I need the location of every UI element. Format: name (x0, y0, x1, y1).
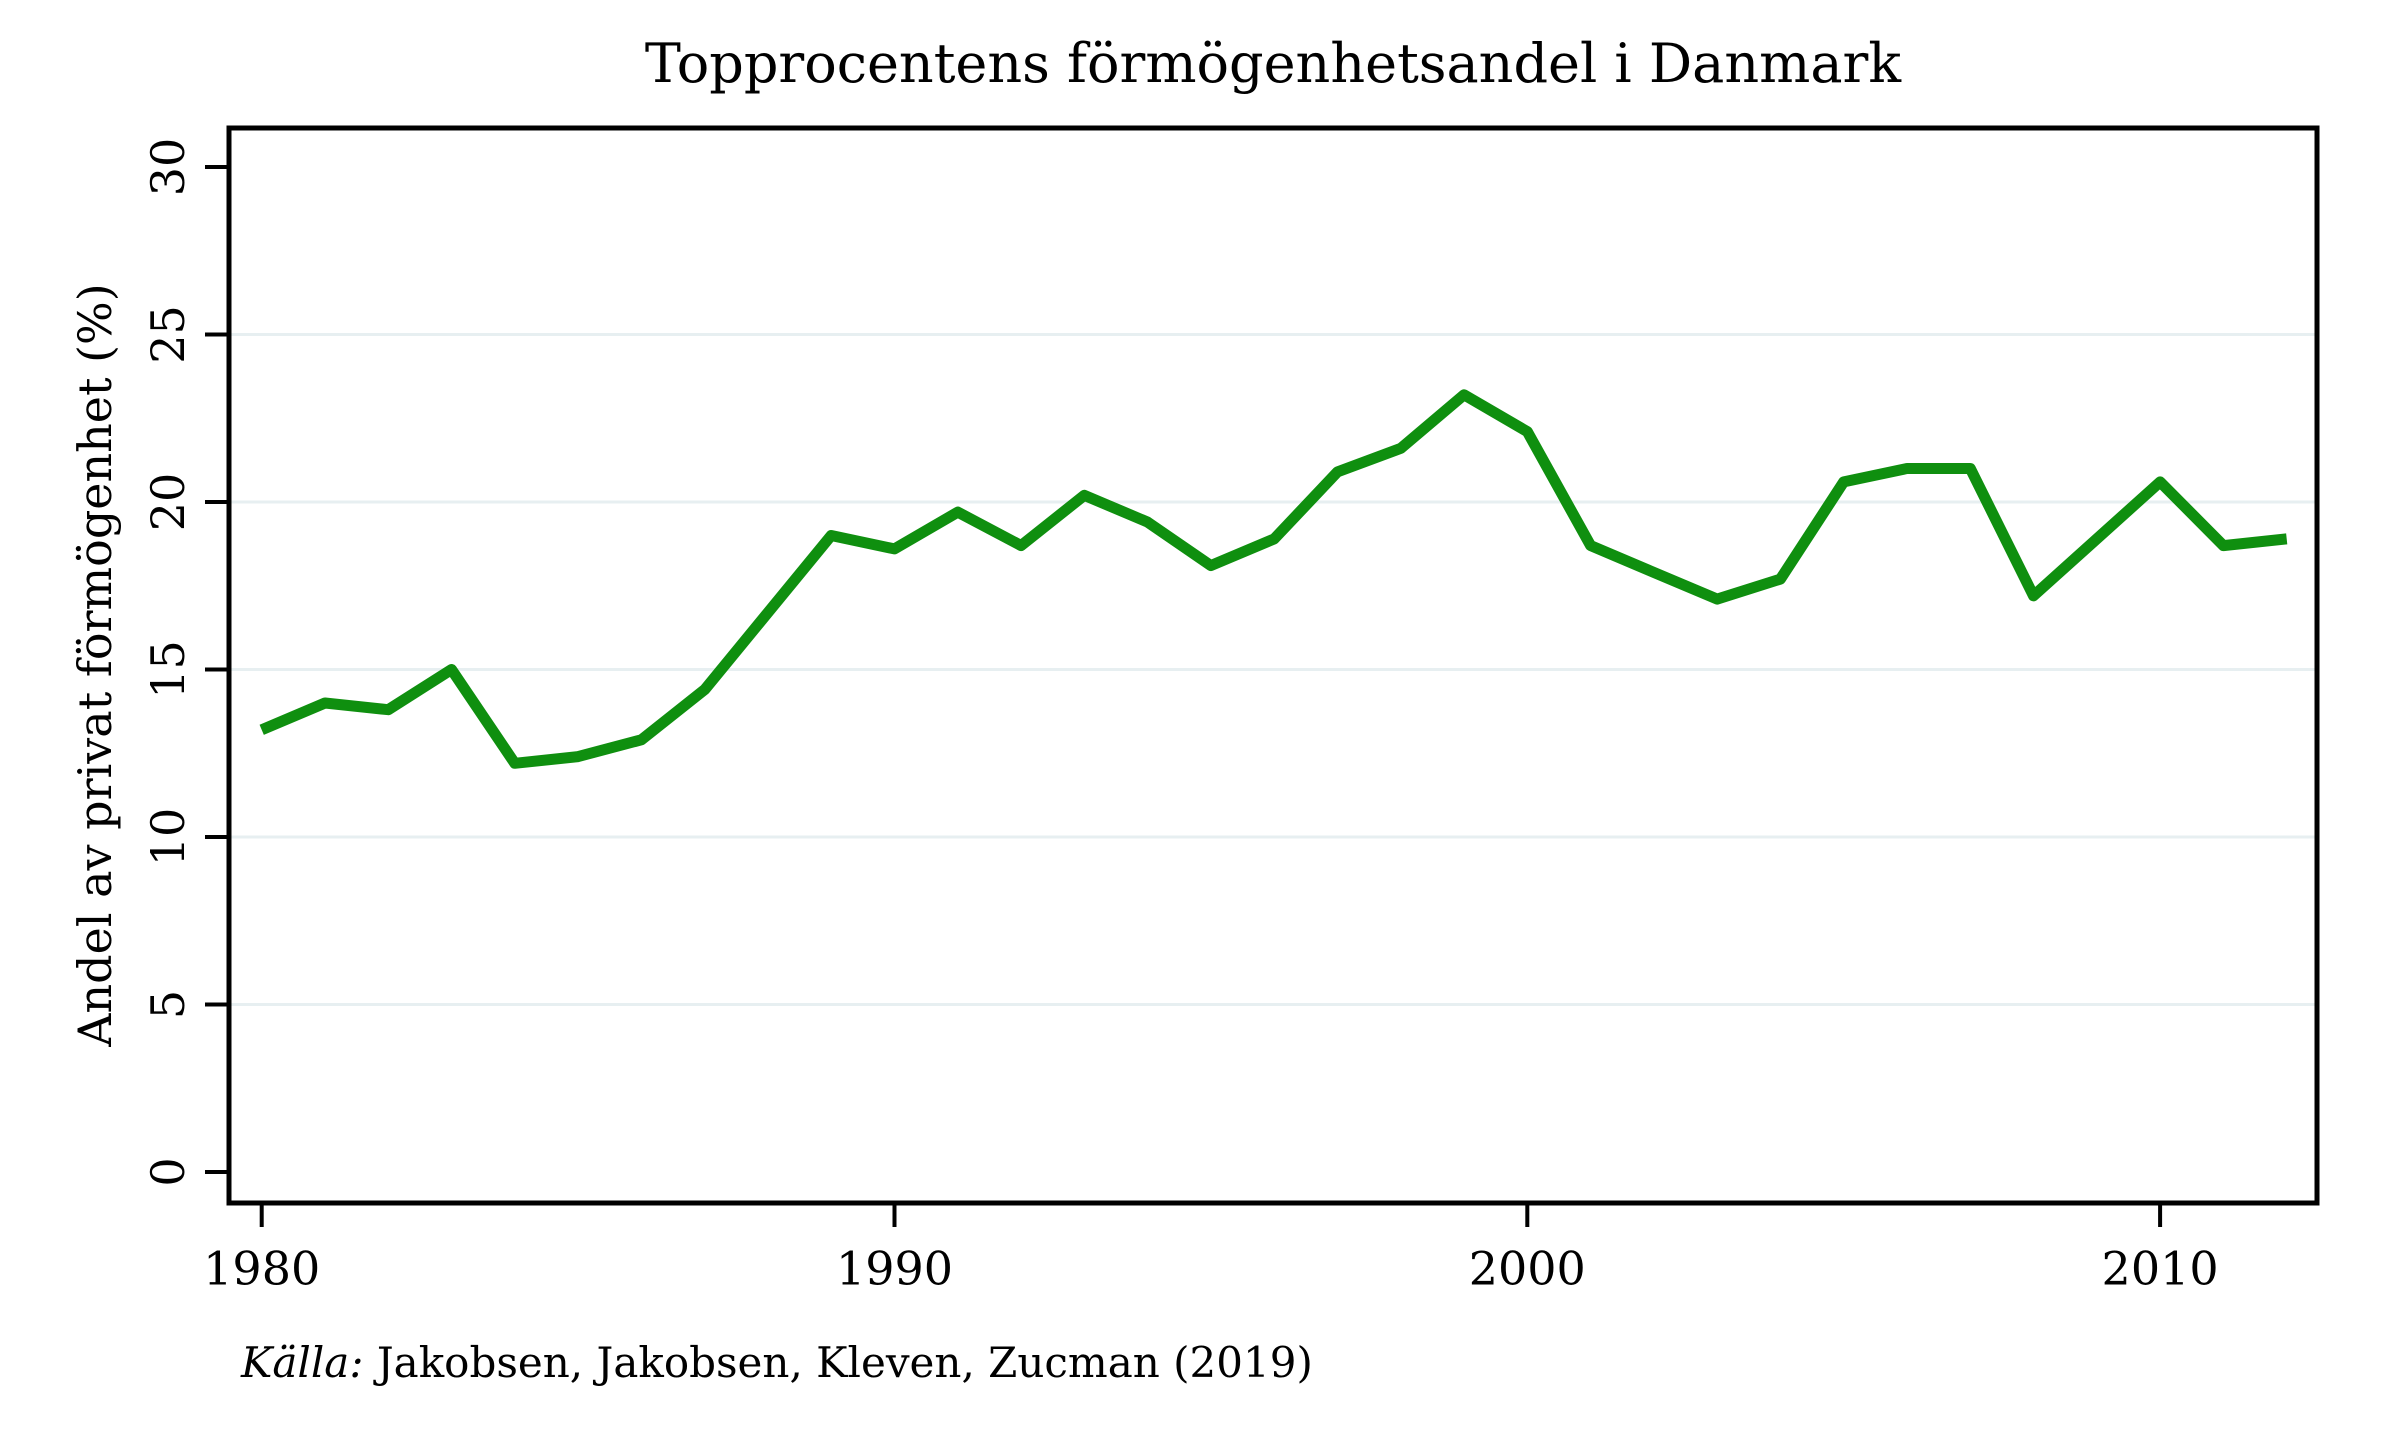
x-tick-label: 1990 (836, 1241, 953, 1295)
series-line (259, 389, 2288, 769)
y-tick-label: 25 (141, 305, 195, 364)
y-tick-label: 15 (141, 640, 195, 699)
y-tick-label: 10 (141, 808, 195, 867)
x-tick-label: 2010 (2102, 1241, 2219, 1295)
y-tick-label: 0 (141, 1157, 195, 1186)
plot-border (226, 125, 2320, 1206)
source-note-label: Källa: (241, 1338, 364, 1387)
y-tick-label: 20 (141, 473, 195, 532)
x-tick-label: 2000 (1469, 1241, 1586, 1295)
source-note-text: Jakobsen, Jakobsen, Kleven, Zucman (2019… (363, 1338, 1313, 1387)
y-tick-label: 30 (141, 138, 195, 197)
chart-title: Topprocentens förmögenhetsandel i Danmar… (644, 32, 1902, 95)
y-tick-label: 5 (141, 990, 195, 1019)
source-note: Källa: Jakobsen, Jakobsen, Kleven, Zucma… (241, 1338, 1313, 1387)
x-tick-label: 1980 (203, 1241, 320, 1295)
